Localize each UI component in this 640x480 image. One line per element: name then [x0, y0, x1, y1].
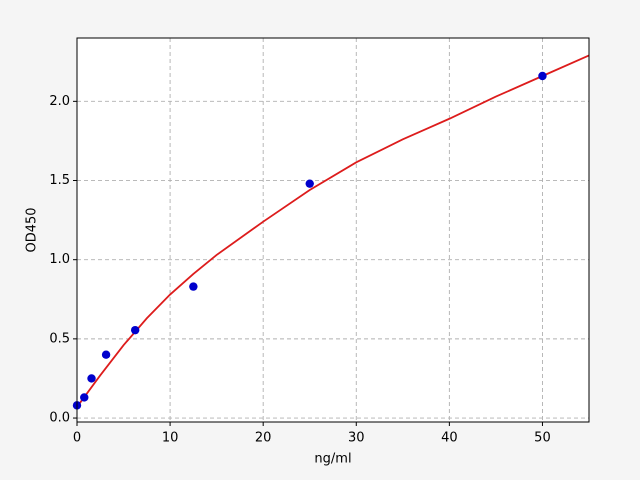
- grid: [76, 38, 589, 422]
- x-tick-label: 0: [73, 431, 81, 446]
- y-axis-label: OD450: [25, 207, 40, 252]
- y-tick-label: 0.5: [49, 331, 70, 346]
- y-tick-label: 2.0: [49, 94, 70, 109]
- plot-area: [77, 38, 589, 422]
- fit-curve: [76, 54, 590, 408]
- data-point: [87, 374, 96, 383]
- marks: [72, 54, 590, 410]
- data-point: [130, 325, 140, 335]
- y-tick-label: 0.0: [49, 411, 70, 426]
- data-point: [305, 179, 314, 188]
- plot-frame: [76, 37, 590, 423]
- x-tick-label: 50: [534, 431, 551, 446]
- x-tick-label: 30: [348, 431, 365, 446]
- x-tick-label: 10: [162, 431, 179, 446]
- data-point: [538, 71, 547, 81]
- x-axis-label: ng/ml: [314, 452, 351, 467]
- data-point: [101, 350, 111, 359]
- data-point: [189, 282, 198, 291]
- data-point: [80, 393, 89, 402]
- y-tick-label: 1.0: [49, 252, 70, 267]
- y-tick-label: 1.5: [49, 173, 70, 188]
- x-tick-label: 40: [441, 431, 458, 446]
- x-tick-label: 20: [255, 431, 272, 446]
